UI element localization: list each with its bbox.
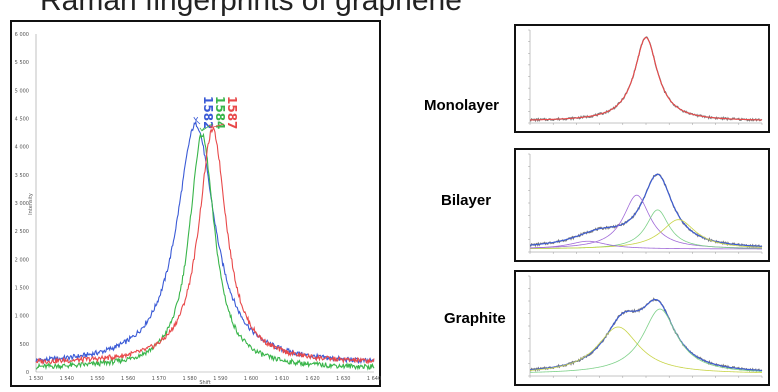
monolayer-label: Monolayer xyxy=(424,97,500,114)
main-y-tick-label: 3 500 xyxy=(15,173,29,179)
peak-arrowhead xyxy=(193,116,199,121)
inset-fit-line xyxy=(529,36,763,121)
main-y-tick-label: 5 000 xyxy=(15,88,29,94)
peak-label: 1587 xyxy=(225,96,239,129)
main-y-axis-label: Intensity xyxy=(28,193,34,215)
main-x-tick-label: 1 580 xyxy=(182,376,196,382)
main-y-tick-label: 0 xyxy=(26,370,29,376)
main-series-line xyxy=(35,126,375,365)
peak-arrow xyxy=(195,119,201,125)
page-title: Raman fingerprints of graphene xyxy=(40,0,462,17)
main-y-tick-label: 4 000 xyxy=(15,145,29,151)
peak-arrowhead xyxy=(208,124,214,129)
monolayer-chart xyxy=(514,24,770,133)
peak-arrowhead xyxy=(199,127,205,132)
main-x-tick-label: 1 620 xyxy=(305,376,319,382)
main-series-line xyxy=(35,120,375,365)
inset-fit-line xyxy=(529,326,763,373)
main-y-tick-label: 3 000 xyxy=(15,201,29,207)
main-y-tick-label: 500 xyxy=(19,342,29,348)
main-x-tick-label: 1 600 xyxy=(244,376,258,382)
main-raman-chart: 1 530 1 540 1 550 1 560 1 570 1 580 1 590 1 600… xyxy=(10,20,381,387)
main-y-tick-label: 5 500 xyxy=(15,60,29,66)
inset-frame xyxy=(514,24,770,133)
main-x-tick-label: 1 530 xyxy=(29,376,43,382)
main-chart-frame xyxy=(10,20,381,387)
bilayer-label: Bilayer xyxy=(441,192,492,209)
inset-fit-line xyxy=(529,308,763,373)
peak-arrow xyxy=(211,123,225,129)
main-x-tick-label: 1 630 xyxy=(336,376,350,382)
inset-fit-line xyxy=(529,219,763,249)
main-y-tick-label: 4 500 xyxy=(15,117,29,123)
inset-fit-line xyxy=(529,240,762,250)
main-x-tick-label: 1 540 xyxy=(60,376,74,382)
peak-label: 1584 xyxy=(213,96,227,129)
main-y-tick-label: 2 000 xyxy=(15,257,29,263)
main-x-tick-label: 1 640 xyxy=(367,376,381,382)
graphite-chart xyxy=(514,270,770,386)
bilayer-chart xyxy=(514,148,770,262)
main-x-tick-label: 1 550 xyxy=(90,376,104,382)
main-y-tick-label: 1 000 xyxy=(15,314,29,320)
main-y-tick-label: 6 000 xyxy=(15,32,29,38)
main-x-tick-label: 1 590 xyxy=(213,376,227,382)
main-x-tick-label: 1 570 xyxy=(152,376,166,382)
main-x-tick-label: 1 610 xyxy=(275,376,289,382)
main-x-tick-label: 1 560 xyxy=(121,376,135,382)
main-x-axis-label: Shift xyxy=(199,380,210,386)
peak-label: 1582 xyxy=(201,96,215,129)
main-y-tick-label: 2 500 xyxy=(15,229,29,235)
inset-fit-line xyxy=(529,173,763,247)
main-y-tick-label: 1 500 xyxy=(15,286,29,292)
graphite-label: Graphite xyxy=(444,310,506,327)
peak-arrow xyxy=(201,123,213,132)
main-series-line xyxy=(35,132,375,371)
